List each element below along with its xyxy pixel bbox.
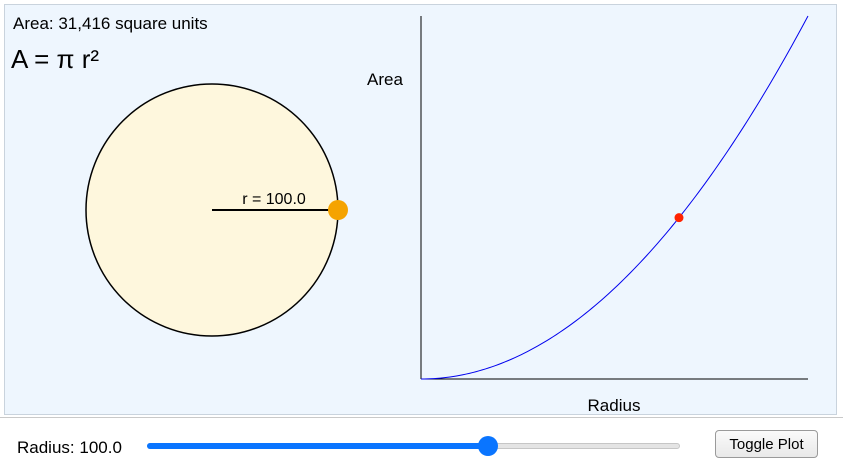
area-formula: A = π r² bbox=[11, 44, 100, 74]
control-bar: Radius: 100.0 Toggle Plot bbox=[0, 417, 843, 471]
radius-value-label: Radius: 100.0 bbox=[17, 438, 122, 457]
area-readout: Area: 31,416 square units bbox=[13, 14, 208, 33]
slider-thumb[interactable] bbox=[478, 436, 499, 456]
area-curve bbox=[420, 15, 809, 380]
radius-drag-handle[interactable] bbox=[328, 200, 348, 220]
toggle-plot-button[interactable]: Toggle Plot bbox=[715, 430, 818, 458]
current-point-marker bbox=[674, 213, 684, 223]
radius-slider[interactable] bbox=[147, 435, 680, 457]
x-axis-title: Radius bbox=[588, 396, 641, 415]
radius-label: r = 100.0 bbox=[242, 191, 306, 208]
y-axis-title: Area bbox=[367, 70, 403, 89]
slider-fill bbox=[147, 443, 489, 449]
